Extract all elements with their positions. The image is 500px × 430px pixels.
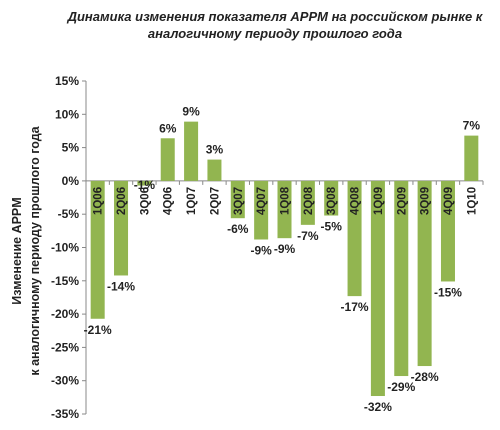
category-label: 1Q10 [466, 187, 478, 215]
data-label: -6% [227, 222, 249, 236]
y-tick-label: -20% [51, 307, 79, 321]
y-tick-label: -10% [51, 241, 79, 255]
chart-title-line1: Динамика изменения показателя APPM на ро… [67, 9, 483, 24]
bar [207, 159, 222, 181]
y-tick-label: 5% [62, 141, 80, 155]
category-label: 1Q07 [186, 187, 198, 215]
category-label: 4Q06 [163, 187, 175, 215]
data-label: 3% [206, 143, 224, 157]
data-label: 9% [182, 105, 200, 119]
data-label: -14% [107, 279, 135, 293]
bar [394, 180, 409, 377]
y-tick-label: -15% [51, 274, 79, 288]
category-label: 2Q09 [396, 187, 408, 215]
data-label: -9% [250, 244, 272, 258]
data-label: -28% [411, 370, 439, 384]
y-tick-label: 10% [55, 107, 79, 121]
category-label: 2Q07 [209, 187, 221, 215]
data-label: -15% [434, 285, 462, 299]
data-label: -1% [134, 178, 156, 192]
bar [230, 180, 245, 219]
bar [440, 180, 455, 282]
y-axis-label-line2: к аналогичному периоду прошлого года [28, 125, 42, 375]
data-label: -9% [274, 242, 296, 256]
data-label: -21% [84, 323, 112, 337]
y-tick-label: 15% [55, 74, 79, 88]
y-tick-label: -35% [51, 407, 79, 421]
y-tick-label: -25% [51, 340, 79, 354]
y-tick-label: -5% [58, 207, 80, 221]
data-label: 6% [159, 121, 177, 135]
data-label: -32% [364, 400, 392, 414]
y-tick-label: 0% [62, 174, 80, 188]
category-label: 1Q09 [373, 187, 385, 215]
bar [184, 121, 199, 181]
bar [300, 180, 315, 225]
category-label: 4Q07 [256, 187, 268, 215]
category-label: 3Q07 [233, 187, 245, 215]
category-label: 4Q09 [443, 187, 455, 215]
y-axis-label: Изменение APPM к аналогичному периоду пр… [10, 125, 42, 375]
y-tick-label: -30% [51, 374, 79, 388]
bar [137, 180, 152, 186]
bar [464, 135, 479, 181]
data-label: -5% [321, 220, 343, 234]
data-label: -29% [387, 380, 415, 394]
category-label: 3Q09 [420, 187, 432, 215]
data-label: -17% [341, 300, 369, 314]
y-axis-label-line1: Изменение APPM [10, 197, 24, 304]
bars [90, 121, 479, 397]
bar [370, 180, 385, 397]
category-label: 2Q08 [303, 186, 315, 215]
category-label: 3Q06 [139, 187, 151, 215]
data-labels: -21%-14%-1%6%9%3%-6%-9% -9%-7%-5%-17%-32%… [84, 105, 481, 414]
category-label: 4Q08 [350, 186, 362, 215]
bar [277, 180, 292, 239]
chart-title-line2: аналогичному периоду прошлого года [147, 26, 403, 41]
category-label: 1Q08 [280, 186, 292, 215]
category-label: 2Q06 [116, 187, 128, 215]
axes: 15% 10% 5% 0% -5% -10% -15% -20% -25% -30% -35% [51, 74, 484, 421]
category-labels: 1Q06 2Q06 3Q06 4Q06 1Q07 2Q07 3Q07 4Q07 1Q08 2Q08… [93, 186, 479, 215]
category-label: 1Q06 [93, 187, 105, 215]
bar [417, 180, 432, 367]
bar [114, 180, 129, 276]
bar [160, 138, 175, 181]
bar [90, 180, 105, 319]
bar [254, 180, 269, 240]
data-label: -7% [297, 229, 319, 243]
bar [347, 180, 362, 297]
bar [324, 180, 339, 216]
category-label: 3Q08 [326, 186, 338, 215]
data-label: 7% [463, 119, 481, 133]
chart-title: Динамика изменения показателя APPM на ро… [60, 8, 490, 42]
